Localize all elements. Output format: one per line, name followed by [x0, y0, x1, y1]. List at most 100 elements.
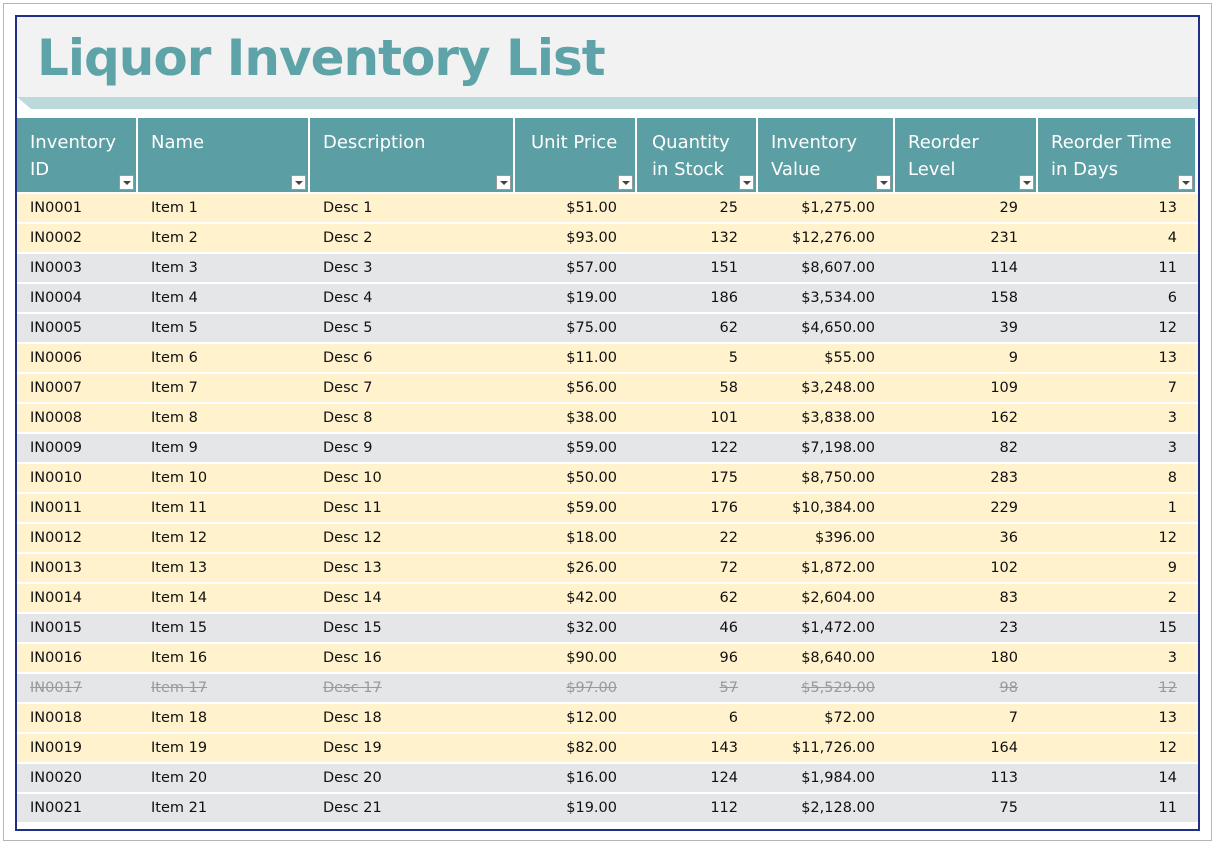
cell-reorder-level[interactable]: 109	[990, 380, 1018, 396]
table-row[interactable]: IN0014 Item 14 Desc 14 $42.00 62 $2,604.00 83 2	[17, 582, 1198, 612]
cell-name[interactable]: Item 19	[151, 740, 208, 756]
cell-inventory-id[interactable]: IN0009	[30, 440, 83, 456]
cell-reorder-level[interactable]: 23	[999, 620, 1018, 636]
cell-reorder-level[interactable]: 39	[999, 320, 1018, 336]
cell-description[interactable]: Desc 5	[323, 320, 373, 336]
cell-unit-price[interactable]: $18.00	[566, 530, 617, 546]
table-row[interactable]: IN0021 Item 21 Desc 21 $19.00 112 $2,128.00 75…	[17, 792, 1198, 822]
cell-quantity[interactable]: 25	[719, 200, 738, 216]
cell-unit-price[interactable]: $50.00	[566, 470, 617, 486]
table-row[interactable]: IN0020 Item 20 Desc 20 $16.00 124 $1,984.00 11…	[17, 762, 1198, 792]
cell-name[interactable]: Item 18	[151, 710, 208, 726]
cell-unit-price[interactable]: $82.00	[566, 740, 617, 756]
cell-name[interactable]: Item 1	[151, 200, 198, 216]
cell-unit-price[interactable]: $12.00	[566, 710, 617, 726]
cell-description[interactable]: Desc 4	[323, 290, 373, 306]
cell-reorder-days[interactable]: 6	[1167, 290, 1177, 306]
cell-inventory-value[interactable]: $1,275.00	[801, 200, 875, 216]
cell-description[interactable]: Desc 13	[323, 560, 382, 576]
cell-inventory-value[interactable]: $10,384.00	[791, 500, 875, 516]
cell-description[interactable]: Desc 14	[323, 590, 382, 606]
cell-reorder-level[interactable]: 7	[1008, 710, 1018, 726]
cell-reorder-days[interactable]: 13	[1158, 350, 1177, 366]
cell-quantity[interactable]: 176	[710, 500, 738, 516]
cell-inventory-id[interactable]: IN0018	[30, 710, 83, 726]
cell-reorder-days[interactable]: 2	[1167, 590, 1177, 606]
cell-reorder-level[interactable]: 36	[999, 530, 1018, 546]
cell-name[interactable]: Item 20	[151, 770, 208, 786]
cell-inventory-id[interactable]: IN0020	[30, 770, 83, 786]
cell-unit-price[interactable]: $56.00	[566, 380, 617, 396]
table-row[interactable]: IN0019 Item 19 Desc 19 $82.00 143 $11,726.00 1…	[17, 732, 1198, 762]
cell-unit-price[interactable]: $11.00	[566, 350, 617, 366]
cell-name[interactable]: Item 5	[151, 320, 198, 336]
cell-description[interactable]: Desc 8	[323, 410, 373, 426]
cell-inventory-value[interactable]: $5,529.00	[801, 680, 875, 696]
filter-dropdown-button[interactable]	[739, 175, 754, 190]
cell-inventory-value[interactable]: $1,472.00	[801, 620, 875, 636]
cell-inventory-value[interactable]: $8,750.00	[801, 470, 875, 486]
table-row[interactable]: IN0004 Item 4 Desc 4 $19.00 186 $3,534.00 158 6	[17, 282, 1198, 312]
cell-reorder-level[interactable]: 75	[999, 800, 1018, 816]
cell-reorder-level[interactable]: 180	[990, 650, 1018, 666]
cell-inventory-id[interactable]: IN0014	[30, 590, 83, 606]
filter-dropdown-button[interactable]	[291, 175, 306, 190]
cell-inventory-id[interactable]: IN0012	[30, 530, 83, 546]
table-row[interactable]: IN0002 Item 2 Desc 2 $93.00 132 $12,276.00 231…	[17, 222, 1198, 252]
cell-quantity[interactable]: 46	[719, 620, 738, 636]
filter-dropdown-button[interactable]	[1178, 175, 1193, 190]
cell-unit-price[interactable]: $32.00	[566, 620, 617, 636]
cell-unit-price[interactable]: $51.00	[566, 200, 617, 216]
cell-inventory-id[interactable]: IN0002	[30, 230, 83, 246]
cell-inventory-id[interactable]: IN0019	[30, 740, 83, 756]
cell-reorder-days[interactable]: 11	[1158, 260, 1177, 276]
table-row[interactable]: IN0005 Item 5 Desc 5 $75.00 62 $4,650.00 39 12	[17, 312, 1198, 342]
cell-inventory-id[interactable]: IN0013	[30, 560, 83, 576]
cell-reorder-days[interactable]: 4	[1167, 230, 1177, 246]
table-row[interactable]: IN0006 Item 6 Desc 6 $11.00 5 $55.00 9 13	[17, 342, 1198, 372]
cell-quantity[interactable]: 96	[719, 650, 738, 666]
cell-inventory-id[interactable]: IN0011	[30, 500, 83, 516]
cell-reorder-level[interactable]: 162	[990, 410, 1018, 426]
cell-name[interactable]: Item 11	[151, 500, 208, 516]
cell-name[interactable]: Item 4	[151, 290, 198, 306]
table-row[interactable]: IN0018 Item 18 Desc 18 $12.00 6 $72.00 7 13	[17, 702, 1198, 732]
cell-reorder-level[interactable]: 9	[1008, 350, 1018, 366]
cell-description[interactable]: Desc 7	[323, 380, 373, 396]
cell-quantity[interactable]: 62	[719, 320, 738, 336]
cell-reorder-days[interactable]: 14	[1158, 770, 1177, 786]
filter-dropdown-button[interactable]	[618, 175, 633, 190]
cell-unit-price[interactable]: $26.00	[566, 560, 617, 576]
cell-quantity[interactable]: 58	[719, 380, 738, 396]
cell-quantity[interactable]: 132	[710, 230, 738, 246]
cell-unit-price[interactable]: $59.00	[566, 440, 617, 456]
cell-unit-price[interactable]: $90.00	[566, 650, 617, 666]
cell-unit-price[interactable]: $93.00	[566, 230, 617, 246]
table-row[interactable]: IN0015 Item 15 Desc 15 $32.00 46 $1,472.00 23 1…	[17, 612, 1198, 642]
cell-reorder-level[interactable]: 229	[990, 500, 1018, 516]
cell-description[interactable]: Desc 12	[323, 530, 382, 546]
cell-reorder-level[interactable]: 98	[999, 680, 1018, 696]
cell-description[interactable]: Desc 15	[323, 620, 382, 636]
table-row[interactable]: IN0016 Item 16 Desc 16 $90.00 96 $8,640.00 180…	[17, 642, 1198, 672]
table-row[interactable]: IN0008 Item 8 Desc 8 $38.00 101 $3,838.00 162 3	[17, 402, 1198, 432]
cell-reorder-days[interactable]: 12	[1158, 740, 1177, 756]
cell-reorder-days[interactable]: 3	[1167, 410, 1177, 426]
cell-quantity[interactable]: 112	[710, 800, 738, 816]
cell-inventory-id[interactable]: IN0001	[30, 200, 83, 216]
cell-inventory-value[interactable]: $72.00	[824, 710, 875, 726]
cell-inventory-value[interactable]: $55.00	[824, 350, 875, 366]
cell-inventory-id[interactable]: IN0007	[30, 380, 83, 396]
cell-name[interactable]: Item 12	[151, 530, 208, 546]
cell-description[interactable]: Desc 11	[323, 500, 382, 516]
cell-reorder-days[interactable]: 3	[1167, 650, 1177, 666]
table-row[interactable]: IN0011 Item 11 Desc 11 $59.00 176 $10,384.00 2…	[17, 492, 1198, 522]
cell-inventory-value[interactable]: $396.00	[815, 530, 875, 546]
cell-description[interactable]: Desc 16	[323, 650, 382, 666]
cell-inventory-id[interactable]: IN0005	[30, 320, 83, 336]
filter-dropdown-button[interactable]	[1019, 175, 1034, 190]
cell-inventory-value[interactable]: $12,276.00	[791, 230, 875, 246]
table-row[interactable]: IN0009 Item 9 Desc 9 $59.00 122 $7,198.00 82 3	[17, 432, 1198, 462]
cell-inventory-value[interactable]: $7,198.00	[801, 440, 875, 456]
cell-quantity[interactable]: 57	[719, 680, 738, 696]
